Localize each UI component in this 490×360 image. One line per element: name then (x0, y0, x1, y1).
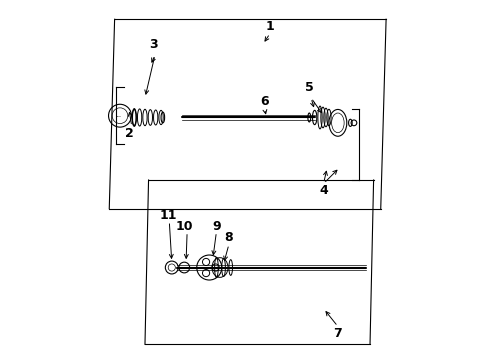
Text: 10: 10 (175, 220, 193, 233)
Text: 3: 3 (149, 38, 158, 51)
Text: 9: 9 (212, 220, 220, 233)
Text: 8: 8 (224, 231, 233, 244)
Text: 11: 11 (159, 209, 177, 222)
Text: 6: 6 (260, 95, 269, 108)
Text: 4: 4 (319, 184, 328, 197)
Text: 5: 5 (305, 81, 314, 94)
Text: 7: 7 (334, 327, 342, 340)
Text: 2: 2 (124, 127, 133, 140)
Text: 1: 1 (266, 20, 274, 33)
